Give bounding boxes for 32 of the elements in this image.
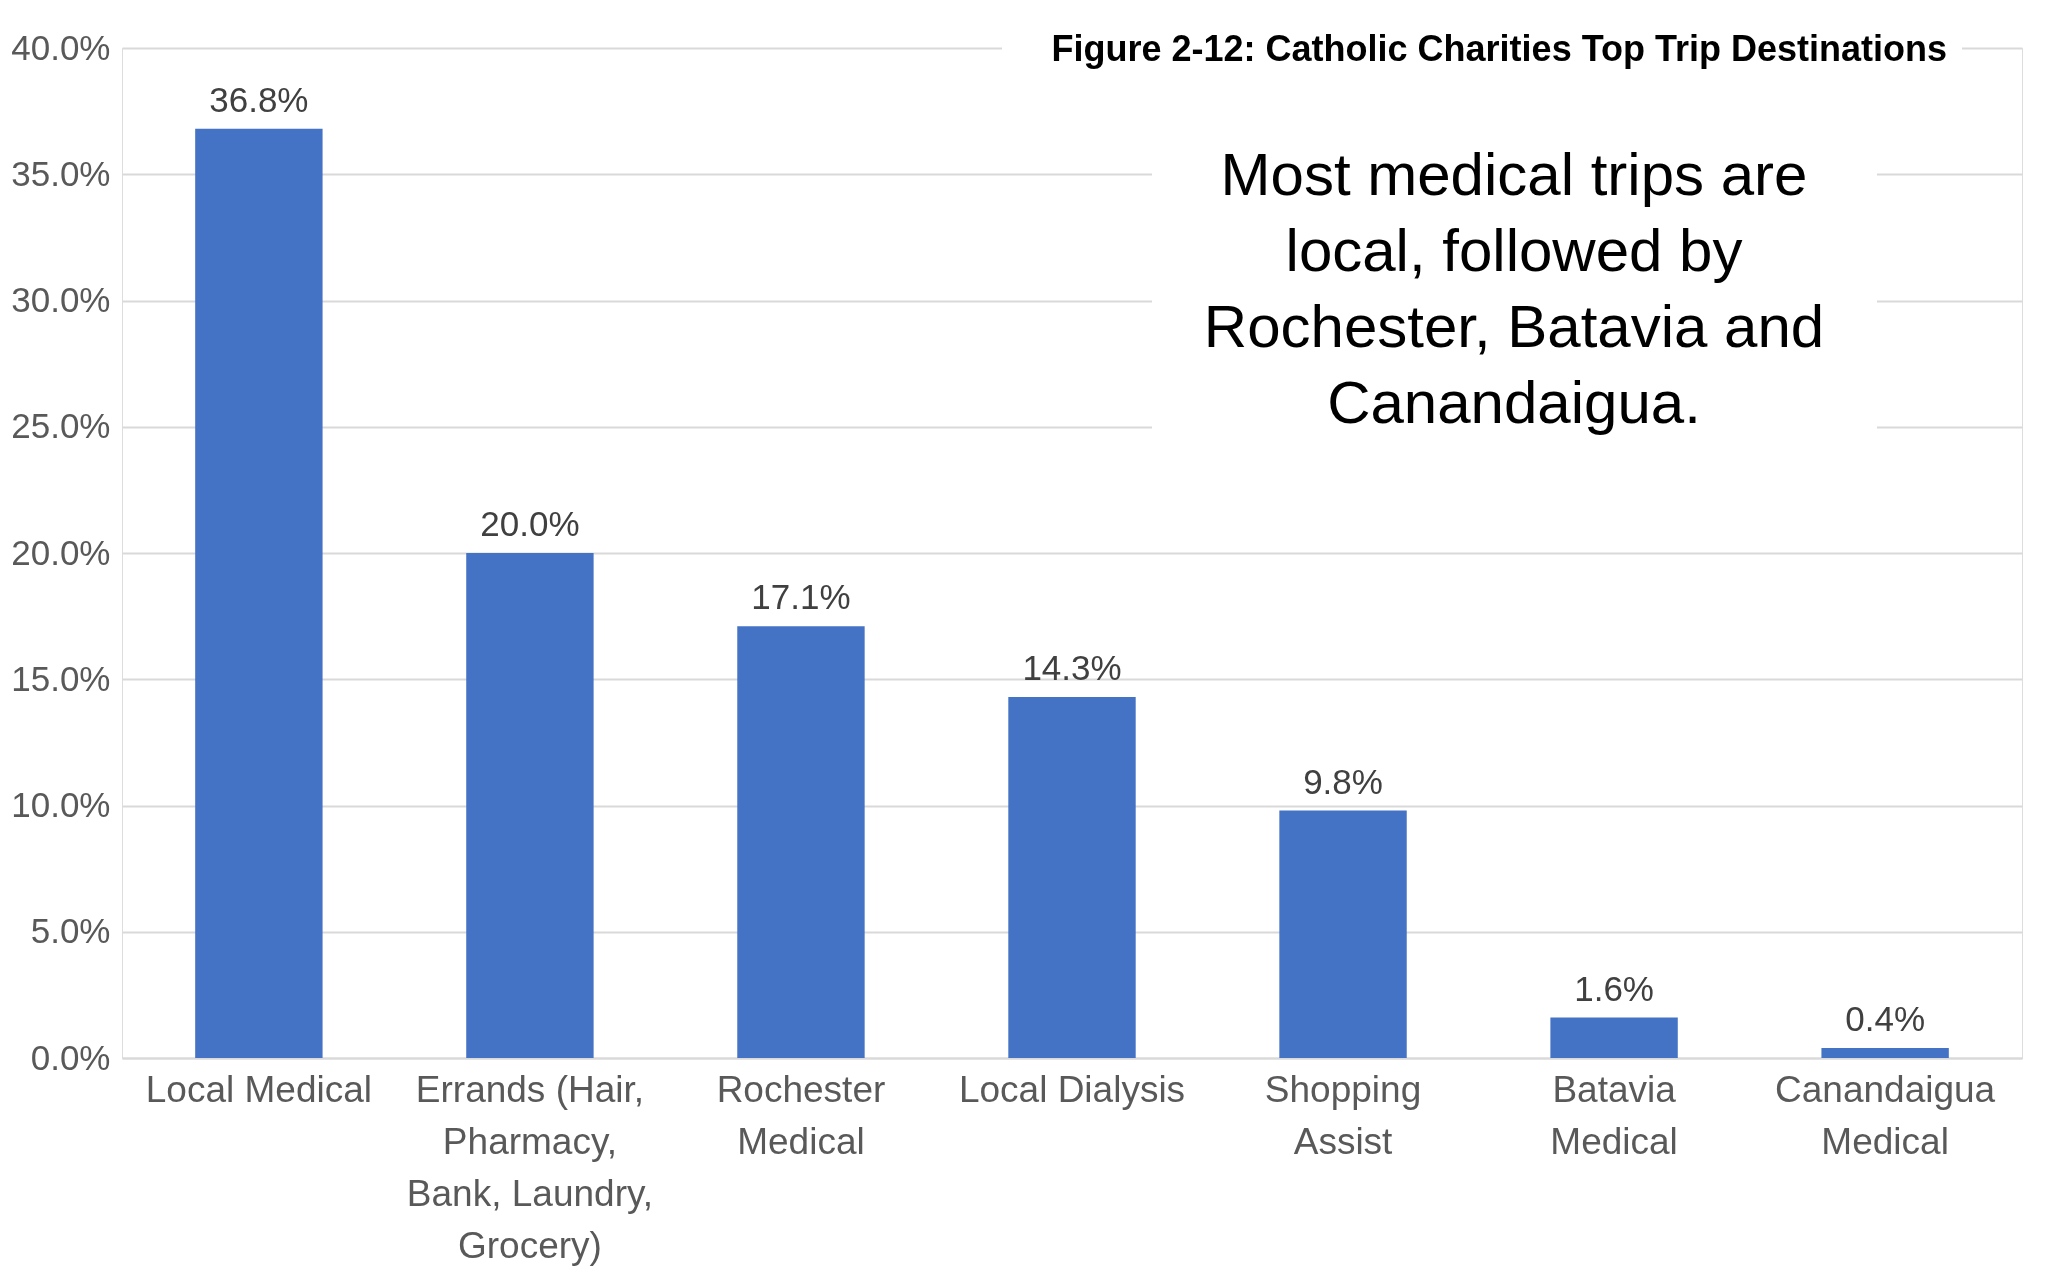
y-tick-label: 40.0% — [11, 27, 111, 67]
bar — [737, 626, 865, 1058]
bar — [1279, 810, 1407, 1058]
bar — [1008, 696, 1136, 1058]
data-label: 20.0% — [480, 504, 580, 543]
y-tick-label: 15.0% — [11, 658, 111, 698]
bar — [1821, 1047, 1949, 1058]
bar — [195, 128, 323, 1058]
chart-title: Figure 2-12: Catholic Charities Top Trip Destinations — [1051, 28, 1947, 69]
data-label: 0.4% — [1845, 998, 1926, 1038]
data-label: 9.8% — [1303, 761, 1383, 801]
y-tick-label: 0.0% — [30, 1037, 111, 1077]
y-tick-label: 5.0% — [30, 911, 111, 951]
y-tick-label: 25.0% — [11, 406, 111, 446]
x-tick-label: Shopping Assist — [1264, 1068, 1422, 1162]
y-tick-label: 20.0% — [11, 532, 111, 572]
data-label: 36.8% — [209, 79, 309, 119]
x-tick-label: Rochester Medical — [716, 1068, 886, 1162]
x-tick-label: Local Dialysis — [958, 1068, 1186, 1110]
x-tick-label: Errands (Hair, Pharmacy, Bank, Laundry, Grocery) — [406, 1068, 653, 1266]
x-tick-label: Batavia Medical — [1550, 1068, 1678, 1162]
y-tick-label: 10.0% — [11, 785, 111, 824]
y-tick-label: 30.0% — [11, 280, 111, 319]
annotation: Most medical trips are local, followed by Rochester, Batavia and Canandaigua. — [1203, 141, 1825, 436]
data-label: 14.3% — [1022, 647, 1122, 687]
x-tick-label: Local Medical — [145, 1068, 372, 1110]
data-label: 1.6% — [1574, 968, 1654, 1008]
y-tick-label: 35.0% — [11, 153, 111, 193]
data-label: 17.1% — [751, 577, 851, 617]
x-tick-label: Canandaigua Medical — [1775, 1068, 1996, 1162]
bar — [466, 553, 594, 1058]
bar — [1550, 1017, 1678, 1058]
